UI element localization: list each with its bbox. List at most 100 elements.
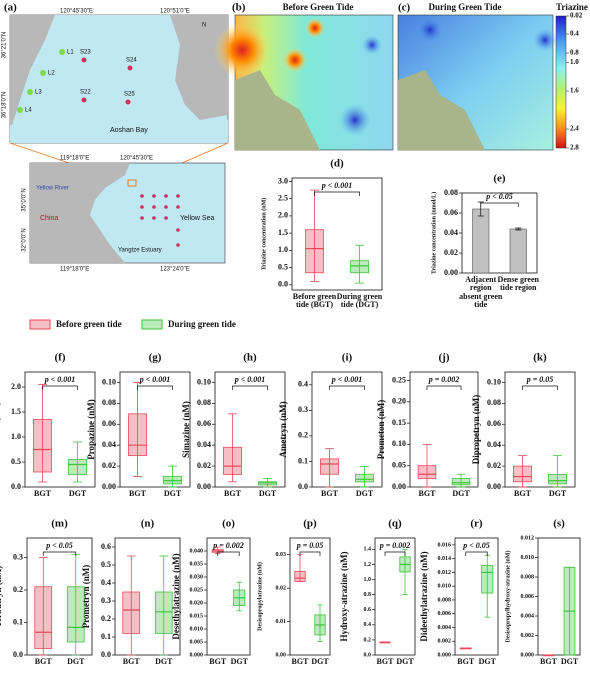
y-tick-label: 0.5 (11, 457, 21, 466)
x-tick-label-box: BGT (377, 658, 394, 666)
y-tick-label: 0.4 (298, 380, 308, 389)
y-axis-label: Triazine concentration (nM) (260, 198, 267, 271)
y-tick-label: 0.020 (190, 600, 204, 606)
y-axis-label: Prometon (nM) (376, 400, 386, 460)
x-tick-label-box: DGT (311, 658, 328, 666)
colorbar-scale (555, 15, 567, 149)
y-tick-label: 0.002 (438, 639, 452, 645)
x-tick-label: DGT (452, 490, 470, 498)
x-tick-label-box: BGT (292, 658, 309, 666)
x-tick-label: BGT (540, 658, 557, 666)
plot-frame (119, 371, 191, 488)
box (350, 260, 369, 274)
box (122, 591, 141, 634)
lon-label: 119°18'0"E (60, 156, 89, 162)
coldspot (533, 28, 557, 52)
y-tick-label: 0.04 (487, 440, 501, 449)
y-tick-label: 0.000 (521, 652, 535, 658)
y-tick-label: 0.08 (102, 398, 116, 407)
box (513, 465, 532, 483)
map-b: (b) Before Green Tide (214, 2, 394, 151)
y-tick-label: 0.20 (392, 397, 406, 406)
x-tick-label-box: DGT (67, 658, 84, 666)
x-tick-label: BGT (457, 658, 475, 666)
station (40, 70, 46, 76)
y-tick-label: 0.4 (101, 578, 111, 587)
y-tick-label: 0.014 (438, 556, 452, 562)
panel-label: (a) (4, 2, 17, 14)
y-axis-label: Desethylatrazine (nM) (171, 553, 181, 639)
y-tick-label: 0.012 (438, 570, 452, 576)
significance-bracket (42, 551, 77, 556)
y-tick-label: 0.0 (298, 482, 308, 491)
land (30, 163, 130, 263)
y-tick-label: 0.04 (197, 440, 211, 449)
y-tick-label: 0.008 (521, 574, 535, 580)
y-tick-label: 0.10 (392, 439, 406, 448)
y-axis-label: Desisopropylhydroxy-atrazine (nM) (504, 551, 511, 643)
panel-label: (d) (330, 158, 344, 170)
station-label: L4 (25, 108, 32, 114)
y-tick-label: 0.035 (190, 561, 204, 567)
colorbar-tick-label: 1.0 (570, 58, 579, 66)
coldspot (339, 104, 371, 136)
panel-label: (p) (303, 518, 317, 530)
x-tick-label-box: DGT (230, 658, 248, 666)
y-tick-label: 0.02 (444, 248, 458, 257)
y-tick-label: 0.08 (197, 398, 211, 407)
y-tick-label: 0.010 (521, 555, 535, 561)
hotspot (214, 22, 270, 78)
bar (509, 228, 527, 274)
y-tick-label: 3.0 (278, 176, 288, 185)
x-tick-label-box: DGT (69, 490, 86, 498)
x-tick-label: DGT (396, 658, 414, 666)
p-value: p = 0.05 (296, 541, 324, 550)
significance-bracket (299, 551, 321, 556)
panel-label: (m) (51, 518, 68, 530)
x-tick-label: Adjacent region absent green tide (459, 276, 503, 310)
bay-label: Aoshan Bay (110, 127, 148, 134)
plot-frame (214, 371, 286, 488)
y-tick-label: 0.2 (364, 637, 372, 643)
map-title: Before Green Tide (283, 2, 354, 12)
significance-bracket (522, 385, 558, 390)
y-axis-label: Terbutryn (nM) (0, 566, 3, 627)
lat-label: 32°0'0"N (22, 228, 28, 251)
x-tick-label: DGT (258, 490, 277, 498)
y-tick-label: 1.4 (364, 547, 372, 553)
y-tick-label: 0.005 (190, 639, 204, 645)
y-tick-label: 0.4 (364, 622, 372, 628)
station-label: S23 (80, 50, 91, 56)
y-tick-label: 0.2 (101, 614, 111, 623)
station (59, 49, 65, 55)
x-tick-label: BGT (129, 490, 146, 498)
lon-label: 119°18'0"E (60, 267, 89, 273)
p-value: p < 0.001 (331, 375, 363, 384)
y-tick-label: 0.10 (197, 377, 211, 386)
box (154, 591, 173, 634)
x-tick-label: DGT (230, 658, 248, 666)
station-label: S22 (80, 90, 91, 96)
x-tick-label: BGT (224, 490, 241, 498)
significance-bracket (384, 551, 406, 556)
panel-label: (o) (222, 518, 235, 530)
plot-frame (409, 371, 479, 488)
y-tick-label: 0.1 (298, 456, 308, 465)
colorbar-title: Triazine (nM) (556, 2, 590, 12)
x-tick-label-box: DGT (396, 658, 414, 666)
y-tick-label: 0.03 (276, 552, 287, 558)
colorbar-tick-label: 2.8 (570, 144, 579, 152)
x-tick-label: BGT (34, 658, 52, 666)
y-tick-label: 0.016 (438, 542, 452, 548)
y-tick-label: 0.1 (101, 632, 111, 641)
box (294, 571, 306, 582)
bar (472, 208, 490, 274)
plot-frame (114, 537, 181, 656)
y-tick-label: 1.5 (278, 228, 288, 237)
y-tick-label: 0.008 (438, 597, 452, 603)
y-tick-label: 0.3 (298, 405, 308, 414)
x-tick-label-box: Adjacent region absent green tide (459, 276, 503, 310)
y-tick-label: 0.10 (102, 377, 116, 386)
panel-label: (j) (439, 352, 450, 364)
y-tick-label: 0.02 (197, 461, 211, 470)
